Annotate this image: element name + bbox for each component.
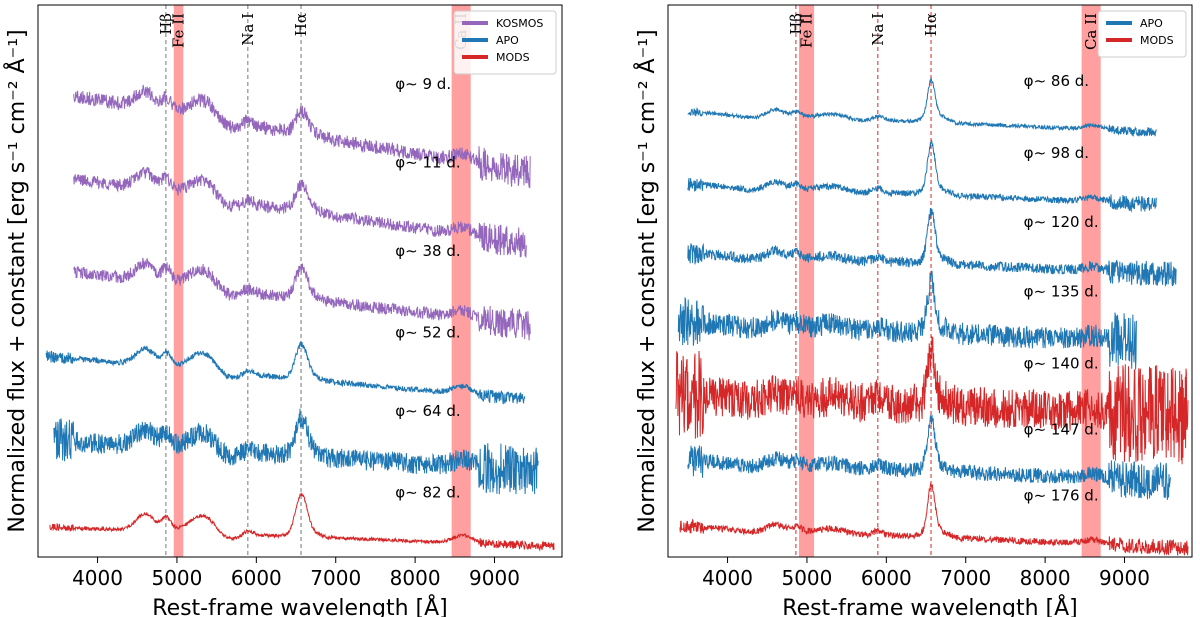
axes-frame-left	[37, 4, 563, 558]
x-tick-label-left-2: 6000	[231, 566, 282, 590]
right-spectra-panel: φ∼ 86 d. φ∼ 98 d. φ∼ 120 d. φ∼ 135 d. φ∼ 140…	[633, 4, 1193, 617]
phase-label-right-6: φ∼ 176 d.	[1024, 486, 1099, 504]
line-label-hα: Hα	[292, 13, 310, 36]
line-label-na-i: Na I	[239, 13, 257, 46]
legend-left: KOSMOS APO MODS	[453, 10, 557, 75]
x-axis-label-right: Rest-frame wavelength [Å]	[782, 594, 1077, 617]
spectrum-left-5	[49, 492, 555, 552]
spectrum-right-2	[687, 207, 1177, 287]
phase-label-left-2: φ∼ 38 d.	[395, 242, 460, 260]
phase-label-left-3: φ∼ 52 d.	[395, 324, 460, 342]
line-label-ca-ii: Ca II	[1082, 13, 1100, 50]
spectrum-left-4	[53, 408, 539, 495]
spectrum-right-1	[687, 139, 1157, 213]
x-axis-label-left: Rest-frame wavelength [Å]	[152, 594, 447, 617]
y-axis-label-right: Normalized flux + constant [erg s⁻¹ cm⁻²…	[633, 29, 660, 532]
axes-frame-right	[667, 4, 1193, 558]
x-tick-label-right-4: 8000	[1020, 566, 1071, 590]
x-tick-label-left-3: 7000	[310, 566, 361, 590]
x-tick-label-right-5: 9000	[1099, 566, 1150, 590]
line-label-hα: Hα	[922, 13, 940, 36]
spectrum-right-3	[677, 270, 1137, 370]
phase-label-left-4: φ∼ 64 d.	[395, 402, 460, 420]
spectrum-right-6	[679, 482, 1189, 556]
phase-label-left-5: φ∼ 82 d.	[395, 484, 460, 502]
legend-label-apo: APO	[1140, 17, 1163, 30]
phase-label-right-1: φ∼ 98 d.	[1024, 144, 1089, 162]
x-tick-label-left-5: 9000	[469, 566, 520, 590]
spectrum-left-1	[73, 166, 527, 258]
spectrum-left-3	[45, 340, 526, 405]
line-label-hβ: Hβ	[787, 13, 805, 35]
spectrum-right-0	[687, 77, 1157, 138]
legend-label-apo: APO	[496, 34, 519, 47]
legend-right: APO MODS	[1097, 10, 1187, 58]
phase-label-right-3: φ∼ 135 d.	[1024, 282, 1099, 300]
left-spectra-panel: φ∼ 9 d. φ∼ 11 d. φ∼ 38 d. φ∼ 52 d. φ∼ 64 d. φ…	[3, 4, 563, 617]
x-tick-label-right-3: 7000	[940, 566, 991, 590]
x-tick-label-left-1: 5000	[151, 566, 202, 590]
spectrum-right-4	[675, 336, 1189, 465]
phase-label-left-1: φ∼ 11 d.	[395, 154, 460, 172]
x-tick-label-right-2: 6000	[861, 566, 912, 590]
line-label-hβ: Hβ	[157, 13, 175, 35]
x-tick-label-right-0: 4000	[702, 566, 753, 590]
band-fe-ii	[173, 5, 184, 557]
phase-label-left-0: φ∼ 9 d.	[395, 75, 451, 93]
phase-label-right-2: φ∼ 120 d.	[1024, 213, 1099, 231]
phase-label-right-4: φ∼ 140 d.	[1024, 355, 1099, 373]
x-tick-label-right-1: 5000	[781, 566, 832, 590]
legend-label-mods: MODS	[1140, 34, 1174, 47]
band-fe-ii	[799, 5, 815, 557]
spectrum-left-2	[73, 257, 531, 341]
line-label-na-i: Na I	[869, 13, 887, 46]
legend-label-kosmos: KOSMOS	[496, 17, 543, 30]
spectrum-right-5	[687, 414, 1172, 500]
line-label-fe-ii: Fe II	[170, 13, 188, 48]
phase-label-right-0: φ∼ 86 d.	[1024, 72, 1089, 90]
band-ca-ii	[451, 5, 471, 557]
legend-label-mods: MODS	[496, 51, 530, 64]
spectrum-left-0	[73, 84, 531, 189]
line-label-fe-ii: Fe II	[798, 13, 816, 48]
x-tick-label-left-0: 4000	[72, 566, 123, 590]
y-axis-label-left: Normalized flux + constant [erg s⁻¹ cm⁻²…	[3, 29, 30, 532]
x-tick-label-left-4: 8000	[390, 566, 441, 590]
phase-label-right-5: φ∼ 147 d.	[1024, 420, 1099, 438]
